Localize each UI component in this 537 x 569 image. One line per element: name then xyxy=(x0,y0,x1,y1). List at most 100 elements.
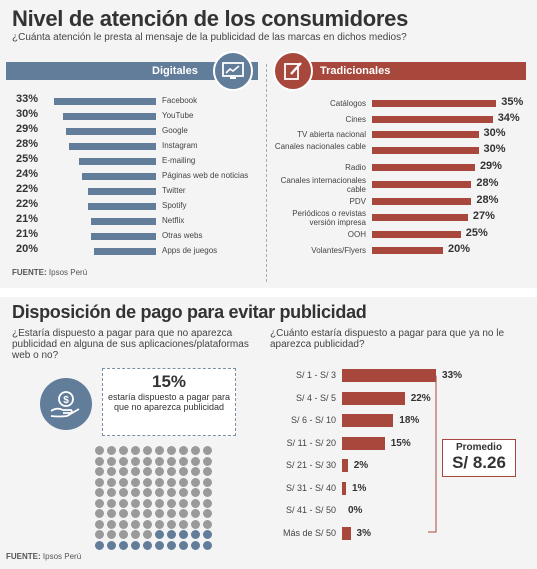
traditional-bar xyxy=(372,147,479,154)
waffle-dot xyxy=(155,446,164,455)
waffle-dot xyxy=(155,498,164,508)
waffle-dot xyxy=(131,519,140,529)
digital-bar xyxy=(90,233,156,240)
waffle-dot xyxy=(119,530,128,539)
digital-value-label: 30% xyxy=(15,108,38,120)
digital-value-label: 33% xyxy=(15,93,38,105)
digital-value-label: 28% xyxy=(15,138,38,150)
traditional-category-label: Catálogos xyxy=(329,99,366,108)
digital-value-label: 25% xyxy=(15,153,38,165)
waffle-dot xyxy=(95,519,104,529)
traditional-value-label: 28% xyxy=(476,177,499,189)
waffle-dot xyxy=(191,456,200,466)
traditional-category-label: PDV xyxy=(349,197,366,206)
waffle-dot xyxy=(191,530,200,539)
waffle-dot xyxy=(155,509,164,518)
waffle-dot xyxy=(143,467,152,476)
payment-value-label: 3% xyxy=(356,527,371,539)
waffle-dot xyxy=(119,477,128,487)
payment-bar xyxy=(342,391,405,405)
waffle-dot xyxy=(167,456,176,466)
callout-percentage: 15% xyxy=(151,372,187,391)
traditional-value-label: 28% xyxy=(476,194,499,206)
waffle-dot xyxy=(107,519,116,529)
source-name: Ipsos Perú xyxy=(42,552,82,561)
waffle-dot xyxy=(107,477,116,487)
digital-bar xyxy=(90,218,156,225)
payment-bar xyxy=(342,526,351,540)
traditional-tab-label: Tradicionales xyxy=(320,65,391,77)
traditional-value-label: 34% xyxy=(497,112,520,124)
waffle-dot xyxy=(107,509,116,518)
digital-category-label: Facebook xyxy=(162,96,198,105)
waffle-dot xyxy=(95,477,104,487)
payment-value-label: 22% xyxy=(410,392,431,404)
traditional-bar xyxy=(372,164,475,171)
digital-bar xyxy=(78,158,156,165)
waffle-dot xyxy=(203,498,212,508)
digital-bar xyxy=(87,203,156,210)
waffle-dot xyxy=(167,446,176,455)
waffle-dot xyxy=(167,488,176,497)
payment-category-label: S/ 21 - S/ 30 xyxy=(285,460,336,470)
waffle-dot xyxy=(95,467,104,476)
callout-text: estaría dispuesto a pagar para que no ap… xyxy=(107,392,231,412)
waffle-dot xyxy=(179,488,188,497)
waffle-dot xyxy=(131,477,140,487)
source-note-2: FUENTE: Ipsos Perú xyxy=(6,552,81,561)
section-divider xyxy=(0,288,537,297)
source-note-1: FUENTE: Ipsos Perú xyxy=(12,268,87,277)
traditional-value-label: 35% xyxy=(501,96,524,108)
payment-category-label: S/ 4 - S/ 5 xyxy=(295,392,336,403)
traditional-category-label: TV abierta nacional xyxy=(297,130,366,139)
waffle-dot xyxy=(179,498,188,508)
waffle-dot xyxy=(143,477,152,487)
digital-tab-label: Digitales xyxy=(152,65,198,77)
waffle-dot xyxy=(143,540,152,550)
digital-bar xyxy=(81,173,156,180)
waffle-dot xyxy=(107,467,116,476)
waffle-dot xyxy=(119,519,128,529)
source-label: FUENTE: xyxy=(6,552,41,561)
waffle-dot xyxy=(179,509,188,518)
traditional-value-label: 27% xyxy=(472,210,495,222)
waffle-dot xyxy=(131,540,140,550)
traditional-category-label: Periódicos o revistas versión impresa xyxy=(292,209,366,227)
payment-value-label: 0% xyxy=(348,505,363,516)
waffle-dot xyxy=(107,446,116,455)
waffle-dot xyxy=(119,467,128,476)
waffle-dot xyxy=(143,488,152,497)
digital-category-label: Apps de juegos xyxy=(162,246,218,255)
attention-title: Nivel de atención de los consumidores xyxy=(12,6,409,31)
traditional-category-label: Canales internacionales cable xyxy=(280,176,366,194)
waffle-dot xyxy=(107,456,116,466)
digital-tab-bar xyxy=(6,62,258,80)
waffle-dot xyxy=(203,488,212,497)
traditional-category-label: Canales nacionales cable xyxy=(274,142,366,151)
digital-category-label: Twitter xyxy=(162,186,186,195)
waffle-dot xyxy=(179,530,188,539)
payment-bar xyxy=(342,369,437,382)
payment-category-label: S/ 1 - S/ 3 xyxy=(295,370,336,380)
monitor-chart-icon xyxy=(213,51,253,91)
waffle-dot xyxy=(95,498,104,508)
waffle-dot xyxy=(167,540,176,550)
waffle-dot xyxy=(203,456,212,466)
traditional-value-label: 30% xyxy=(483,127,506,139)
traditional-category-label: OOH xyxy=(347,230,366,239)
digital-bar xyxy=(87,188,156,195)
hand-coin-icon: $ xyxy=(40,378,92,430)
traditional-bar xyxy=(372,116,493,123)
digital-bar xyxy=(66,128,156,135)
digital-category-label: Netflix xyxy=(162,216,185,225)
waffle-dot xyxy=(203,540,212,550)
payment-bar xyxy=(342,414,394,427)
payment-value-label: 15% xyxy=(390,437,411,449)
waffle-dot xyxy=(131,467,140,476)
waffle-dot xyxy=(95,446,104,455)
source-name: Ipsos Perú xyxy=(48,268,88,277)
traditional-category-label: Radio xyxy=(345,163,366,172)
waffle-dot xyxy=(119,488,128,497)
digital-value-label: 24% xyxy=(15,168,38,180)
